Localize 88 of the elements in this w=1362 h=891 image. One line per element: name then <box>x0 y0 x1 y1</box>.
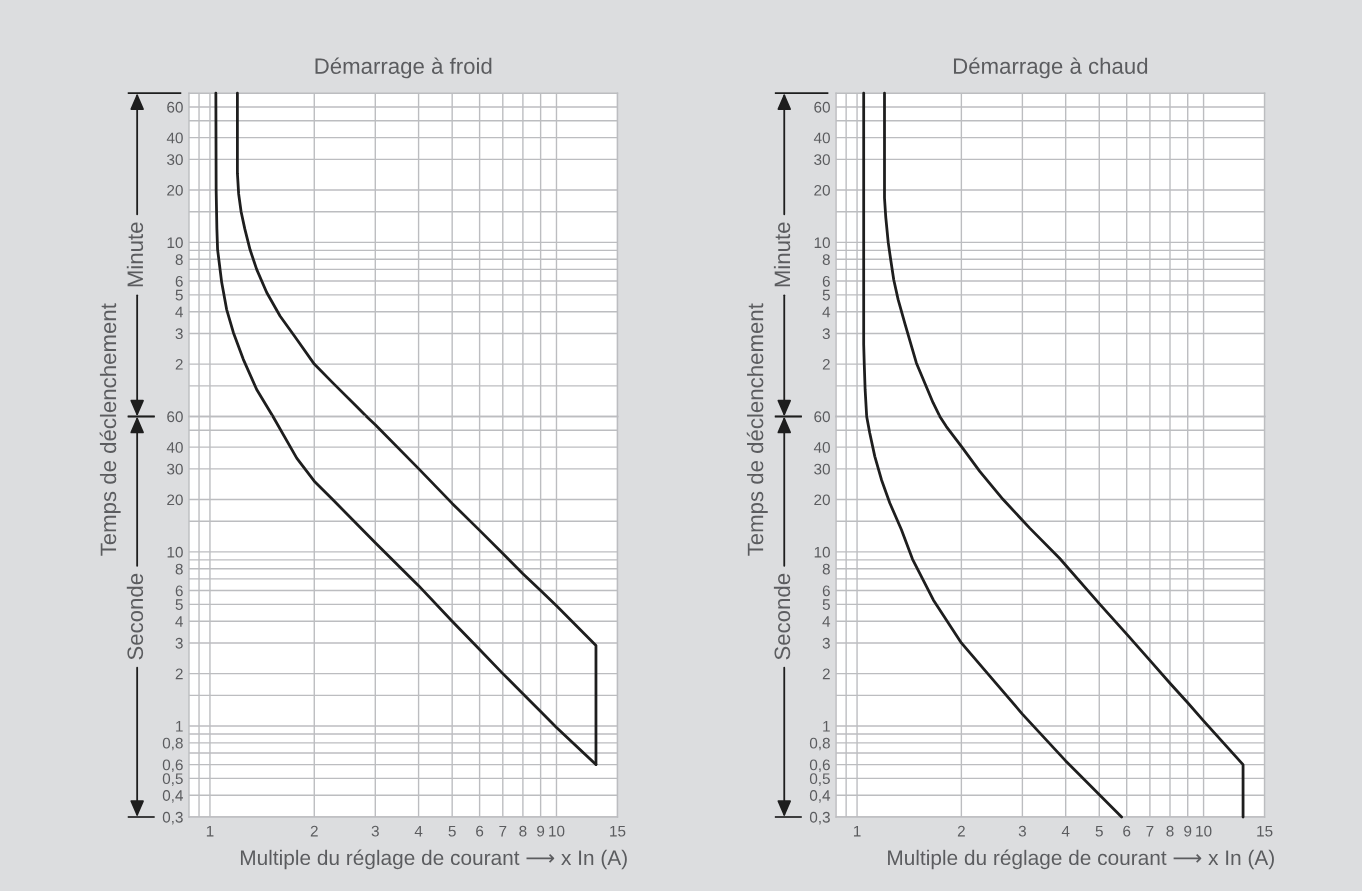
y-tick-label: 0,6 <box>809 759 830 773</box>
y-tick-label: 10 <box>167 546 183 558</box>
chart-title: Démarrage à chaud <box>953 57 1148 79</box>
x-tick-label: 15 <box>610 825 626 837</box>
x-tick-label: 7 <box>499 825 507 837</box>
y-tick-label: 20 <box>167 184 183 196</box>
y-tick-label: 4 <box>822 306 831 318</box>
text: Temps de déclenchement <box>746 303 768 556</box>
y-axis-title: Minute <box>773 222 791 287</box>
y-tick-label: 60 <box>167 101 183 113</box>
y-tick-label: 10 <box>814 237 830 249</box>
y-tick-label: 3 <box>822 328 830 340</box>
y-tick-label: 5 <box>822 289 830 301</box>
y-tick-label: 10 <box>814 546 830 558</box>
y-tick-label: 10 <box>167 237 183 249</box>
x-tick-label: 2 <box>957 825 965 837</box>
x-tick-label: 8 <box>519 825 527 837</box>
y-tick-label: 6 <box>175 275 183 287</box>
y-tick-label: 40 <box>166 132 183 144</box>
y-tick-label: 8 <box>822 254 830 265</box>
y-tick-label: 6 <box>822 585 830 597</box>
x-tick-label: 5 <box>448 825 456 837</box>
x-tick-label: 6 <box>476 825 484 837</box>
y-tick-label: 3 <box>822 637 830 649</box>
y-axis-title: Seconde <box>126 573 144 660</box>
y-tick-label: 2 <box>175 358 183 370</box>
x-tick-label: 4 <box>1061 825 1070 837</box>
x-tick-label: 3 <box>371 825 379 837</box>
y-tick-label: 0,4 <box>809 790 831 803</box>
y-tick-label: 5 <box>822 599 830 611</box>
chart-title: Démarrage à froid <box>315 57 492 79</box>
y-tick-label: 60 <box>814 411 830 423</box>
x-tick-label: 9 <box>537 825 545 837</box>
y-tick-label: 30 <box>814 154 830 166</box>
y-tick-label: 0,3 <box>162 811 183 825</box>
y-tick-label: 6 <box>175 585 183 597</box>
y-tick-label: 3 <box>175 328 183 340</box>
y-tick-label: 20 <box>814 494 830 506</box>
y-tick-label: 4 <box>175 616 183 627</box>
y-tick-label: 3 <box>175 637 183 649</box>
y-tick-label: 0,5 <box>809 773 830 786</box>
x-tick-label: 1 <box>853 825 861 837</box>
y-axis-title: Minute <box>126 222 144 287</box>
x-axis-title: Multiple du réglage de courant ⟶ x In (A) <box>240 849 627 870</box>
x-tick-label: 5 <box>1095 825 1103 837</box>
y-tick-label: 40 <box>813 132 830 144</box>
x-tick-label: 2 <box>310 825 318 837</box>
y-tick-label: 1 <box>176 721 183 732</box>
x-tick-label: 8 <box>1166 825 1174 837</box>
y-tick-label: 40 <box>813 442 830 453</box>
y-tick-label: 6 <box>822 275 830 287</box>
y-tick-label: 30 <box>167 154 183 166</box>
y-tick-label: 8 <box>822 563 830 575</box>
y-tick-label: 0,6 <box>162 759 183 773</box>
y-tick-label: 2 <box>822 668 830 680</box>
x-tick-label: 10 <box>549 825 565 837</box>
y-tick-label: 5 <box>175 599 183 611</box>
y-tick-label: 8 <box>175 563 183 575</box>
x-tick-label: 6 <box>1123 825 1131 837</box>
y-tick-label: 0,8 <box>162 737 183 751</box>
y-tick-label: 0,5 <box>162 773 183 786</box>
x-tick-label: 3 <box>1018 825 1026 837</box>
text: Temps de déclenchement <box>99 303 121 556</box>
x-tick-label: 4 <box>414 825 423 837</box>
y-tick-label: 60 <box>814 101 830 113</box>
x-axis-title: Multiple du réglage de courant ⟶ x In (A) <box>888 849 1274 870</box>
y-axis-title: Seconde <box>773 573 791 660</box>
y-tick-label: 30 <box>167 463 183 475</box>
x-tick-label: 1 <box>206 825 214 837</box>
y-tick-label: 5 <box>175 289 183 301</box>
y-tick-label: 2 <box>822 358 830 370</box>
y-tick-label: 0,4 <box>162 790 183 803</box>
y-tick-label: 8 <box>175 254 183 265</box>
y-tick-label: 0,8 <box>809 737 830 751</box>
x-tick-label: 7 <box>1146 825 1154 837</box>
y-tick-label: 2 <box>175 668 183 680</box>
y-tick-label: 20 <box>814 184 830 196</box>
y-tick-label: 4 <box>175 306 183 318</box>
y-tick-label: 60 <box>167 411 183 423</box>
y-tick-label: 1 <box>823 721 830 732</box>
x-tick-label: 10 <box>1196 825 1212 837</box>
x-tick-label: 15 <box>1257 825 1273 837</box>
y-tick-label: 4 <box>822 616 831 627</box>
y-tick-label: 0,3 <box>809 811 830 825</box>
y-tick-label: 40 <box>166 442 183 453</box>
x-tick-label: 9 <box>1184 825 1192 837</box>
y-tick-label: 30 <box>814 463 830 475</box>
y-tick-label: 20 <box>167 494 183 506</box>
